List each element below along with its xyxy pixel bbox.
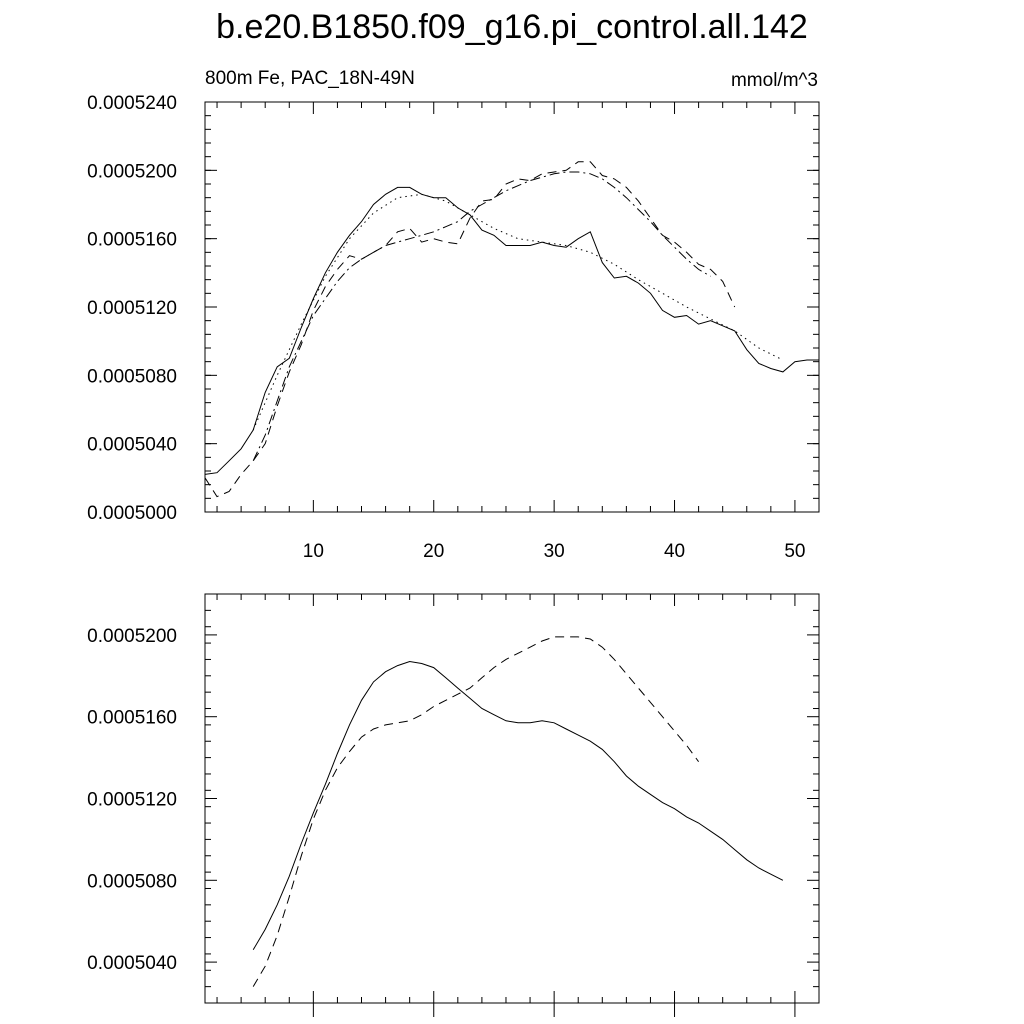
y-tick-label: 0.0005120 (87, 790, 177, 811)
plot-frame (204, 593, 820, 1004)
chart-subtitle-right: mmol/m^3 (731, 70, 818, 91)
y-tick-label: 0.0005160 (87, 708, 177, 729)
series-line-dashed (204, 161, 736, 498)
chart-subtitle-left: 800m Fe, PAC_18N-49N (205, 68, 415, 89)
x-tick-label: 50 (784, 541, 805, 562)
y-tick-label: 0.0005120 (87, 298, 177, 319)
y-tick-label: 0.0005000 (87, 503, 177, 524)
y-tick-label: 0.0005040 (87, 435, 177, 456)
x-tick-label: 20 (423, 541, 444, 562)
plot-frame (204, 101, 820, 513)
y-tick-label: 0.0005160 (87, 230, 177, 251)
series-line-dotted (252, 193, 784, 431)
y-tick-label: 0.0005240 (87, 93, 177, 114)
series-line-dashed (252, 636, 700, 987)
x-tick-label: 30 (544, 541, 565, 562)
series-line-solid (252, 660, 784, 951)
y-tick-label: 0.0005040 (87, 953, 177, 974)
x-tick-label: 40 (664, 541, 685, 562)
y-tick-label: 0.0005200 (87, 626, 177, 647)
series-line-dashdot (252, 171, 711, 462)
y-tick-label: 0.0005080 (87, 871, 177, 892)
y-tick-label: 0.0005200 (87, 161, 177, 182)
x-tick-label: 10 (303, 541, 324, 562)
series-line-solid (204, 186, 819, 475)
chart-title: b.e20.B1850.f09_g16.pi_control.all.142 (216, 8, 808, 46)
y-tick-label: 0.0005080 (87, 366, 177, 387)
